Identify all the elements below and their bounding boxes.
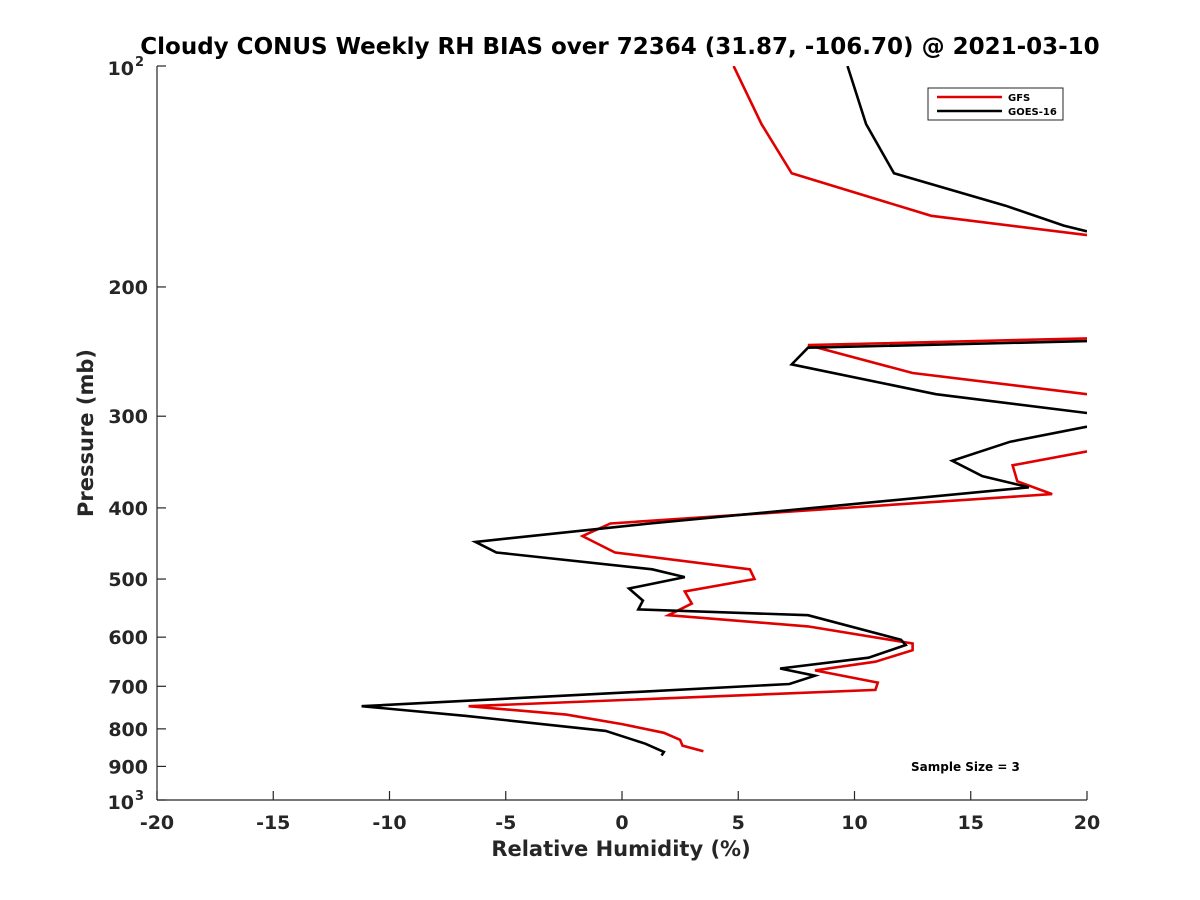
x-tick-label: 20	[1074, 812, 1100, 834]
x-tick-label: -20	[140, 812, 174, 834]
x-axis-label: Relative Humidity (%)	[491, 837, 750, 861]
y-tick-label: 10	[108, 792, 134, 814]
y-tick-label: 800	[108, 719, 148, 741]
y-tick-label: 900	[108, 756, 148, 778]
x-tick-label: 0	[615, 812, 628, 834]
x-tick-label: 15	[958, 812, 984, 834]
y-tick-label: 500	[108, 569, 148, 591]
legend: GFS GOES-16	[927, 87, 1064, 121]
x-tick-label: 5	[732, 812, 745, 834]
sample-size-annotation: Sample Size = 3	[911, 760, 1020, 774]
legend-label-gfs: GFS	[1008, 93, 1030, 104]
series-line-gfs	[468, 450, 1087, 753]
series-line-gfs	[732, 66, 1087, 237]
y-tick-label: 400	[108, 498, 148, 520]
x-tick-label: -15	[256, 812, 290, 834]
plot-area-background	[157, 66, 1087, 800]
series-line-gfs	[807, 337, 1087, 396]
x-tick-label: 10	[841, 812, 867, 834]
y-axis-label: Pressure (mb)	[74, 349, 98, 517]
y-tick-base: 10	[108, 58, 134, 80]
y-tick-exponent: 2	[135, 55, 144, 70]
plot-lines	[361, 66, 1087, 757]
x-tick-label: -10	[372, 812, 406, 834]
series-line-goes-16	[846, 66, 1087, 233]
y-tick-label: 700	[108, 676, 148, 698]
series-line-goes-16	[789, 339, 1087, 415]
y-tick-base: 10	[108, 792, 134, 814]
y-tick-exponent: 3	[135, 789, 144, 804]
x-axis-ticks: -20 -15 -10 -5 0 5 10 15 20	[140, 791, 1100, 834]
chart-title: Cloudy CONUS Weekly RH BIAS over 72364 (…	[140, 34, 1099, 60]
legend-label-goes-16: GOES-16	[1008, 107, 1057, 118]
legend-box	[927, 87, 1064, 121]
y-tick-label: 10	[108, 58, 134, 80]
y-tick-label: 300	[108, 406, 148, 428]
x-tick-label: -5	[495, 812, 516, 834]
series-line-goes-16	[361, 425, 1087, 757]
y-tick-label: 600	[108, 627, 148, 649]
y-tick-label: 200	[108, 277, 148, 299]
